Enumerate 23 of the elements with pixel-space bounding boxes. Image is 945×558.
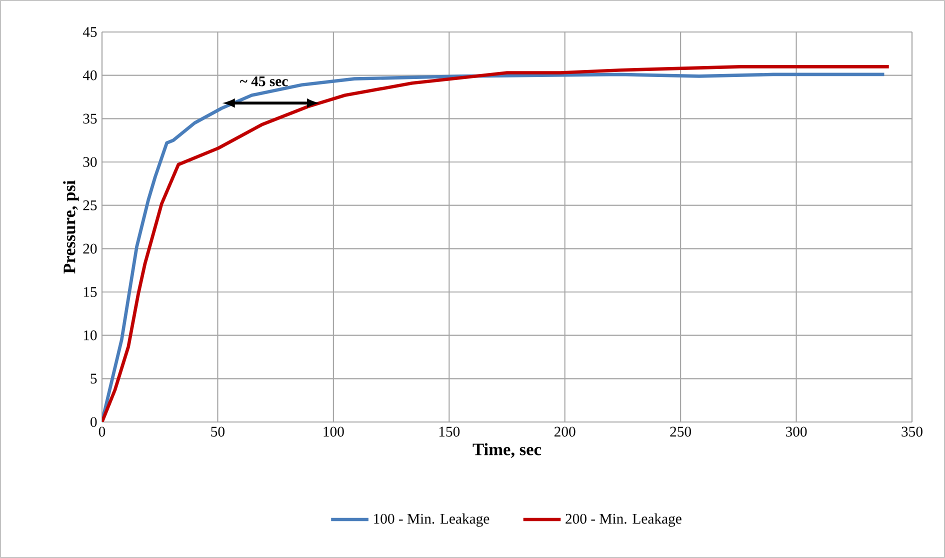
x-tick-label: 0	[98, 426, 106, 437]
y-tick-label: 35	[83, 114, 97, 124]
x-tick-label: 100	[324, 426, 344, 437]
y-tick-label: 15	[84, 287, 97, 297]
legend-label: 100 - Min. Leakage	[374, 513, 490, 527]
x-tick-label: 200	[554, 426, 576, 437]
x-tick-label: 350	[902, 426, 922, 437]
y-tick-label: 0	[90, 417, 97, 427]
y-tick-label: 40	[82, 70, 97, 80]
x-tick-label: 250	[670, 426, 692, 437]
y-axis-title: Pressure, psi	[63, 180, 79, 274]
annotation: ~ 45 sec	[240, 76, 288, 86]
x-tick-label: 300	[786, 426, 807, 437]
y-tick-label: 30	[83, 157, 97, 167]
legend-label: 200 - Min. Leakage	[566, 513, 682, 527]
y-tick-label: 10	[84, 330, 97, 340]
y-tick-label: 45	[82, 27, 97, 37]
y-tick-label: 5	[90, 374, 97, 384]
x-axis-title: Time, sec	[472, 443, 542, 458]
x-tick-label: 150	[439, 426, 460, 437]
x-tick-label: 50	[211, 426, 224, 437]
y-tick-label: 25	[83, 200, 97, 210]
y-tick-label: 20	[83, 244, 97, 254]
